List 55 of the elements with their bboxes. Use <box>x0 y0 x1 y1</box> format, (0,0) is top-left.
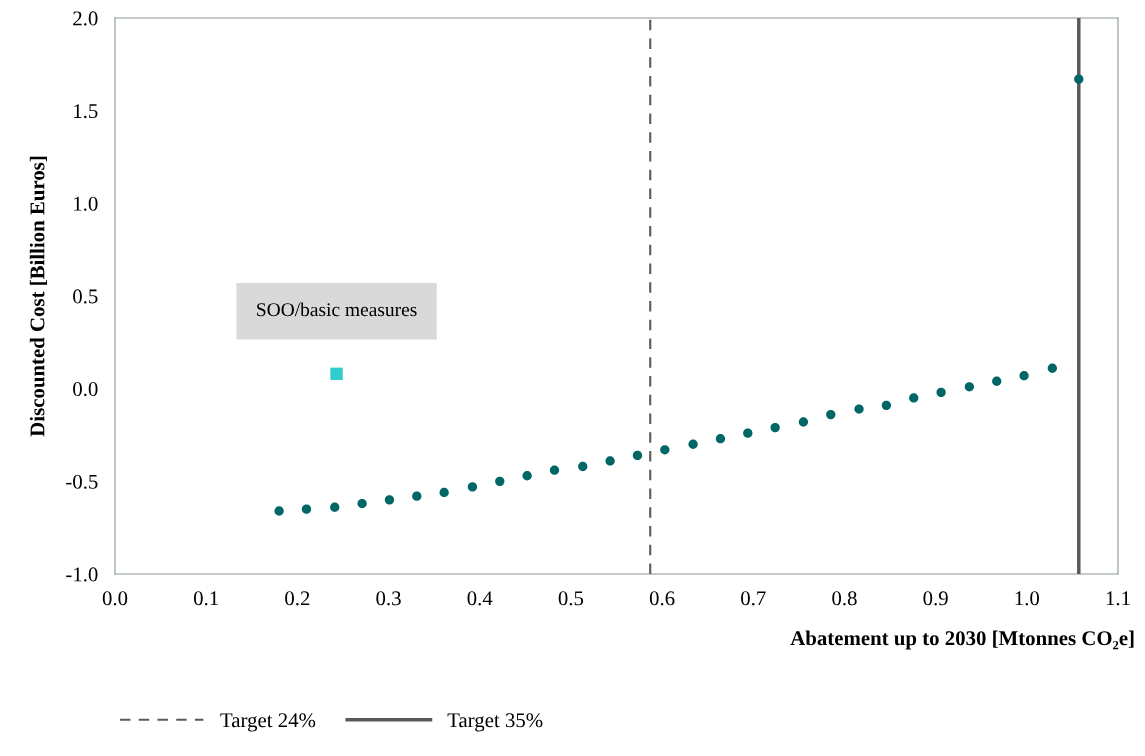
point <box>549 465 560 475</box>
y-tick-label: -1.0 <box>66 567 98 582</box>
point <box>964 382 975 392</box>
annotation: SOO/basic measures <box>257 302 417 317</box>
x-tick-label: 0.1 <box>193 591 218 606</box>
point <box>439 487 449 498</box>
y-tick-label: 1.0 <box>74 196 98 211</box>
x-tick-label: 1.0 <box>1015 591 1040 606</box>
x-tick-label: 1.1 <box>1106 591 1130 606</box>
point <box>909 393 919 403</box>
point <box>660 445 670 455</box>
point <box>770 422 780 433</box>
y-axis-title: Discounted Cost [Billion Euros] <box>29 156 48 437</box>
point <box>632 450 643 461</box>
point <box>330 502 340 512</box>
point <box>936 387 946 398</box>
x-tick-label: 0.0 <box>102 591 128 606</box>
x-tick-label: 0.4 <box>467 591 493 606</box>
point <box>274 506 284 516</box>
y-tick-label: 0.5 <box>73 289 98 304</box>
y-tick-label: 0.0 <box>73 382 98 397</box>
legend-label: Target 24% <box>220 713 316 732</box>
point <box>301 504 312 514</box>
x-tick-label: 0.5 <box>558 591 584 606</box>
point <box>743 428 753 438</box>
point <box>715 434 726 444</box>
point <box>412 491 422 501</box>
x-tick-label: 0.3 <box>376 591 401 606</box>
point <box>522 471 532 481</box>
point <box>1019 371 1029 381</box>
point <box>384 495 395 505</box>
point <box>798 417 809 427</box>
legend-label: Target 35% <box>447 713 543 732</box>
x-axis-title: Abatement up to 2030 [Mtonnes CO₂e] <box>790 630 1134 650</box>
x-tick-label: 0.8 <box>832 591 857 606</box>
point <box>992 376 1002 386</box>
point <box>826 409 836 420</box>
point <box>1047 363 1058 373</box>
point <box>881 400 892 411</box>
x-tick-label: 0.6 <box>649 591 675 606</box>
point <box>1074 74 1084 84</box>
point <box>688 439 698 449</box>
x-tick-label: 0.9 <box>923 591 948 606</box>
point <box>495 476 505 486</box>
point <box>578 461 588 472</box>
x-tick-label: 0.7 <box>741 591 766 606</box>
point <box>357 498 367 509</box>
point <box>854 404 864 414</box>
y-tick-label: 1.5 <box>74 104 98 119</box>
y-tick-label: 2.0 <box>73 11 98 26</box>
point <box>330 367 343 381</box>
point <box>467 482 478 492</box>
y-tick-label: -0.5 <box>66 474 98 489</box>
x-tick-label: 0.2 <box>285 591 310 606</box>
point <box>605 456 615 466</box>
